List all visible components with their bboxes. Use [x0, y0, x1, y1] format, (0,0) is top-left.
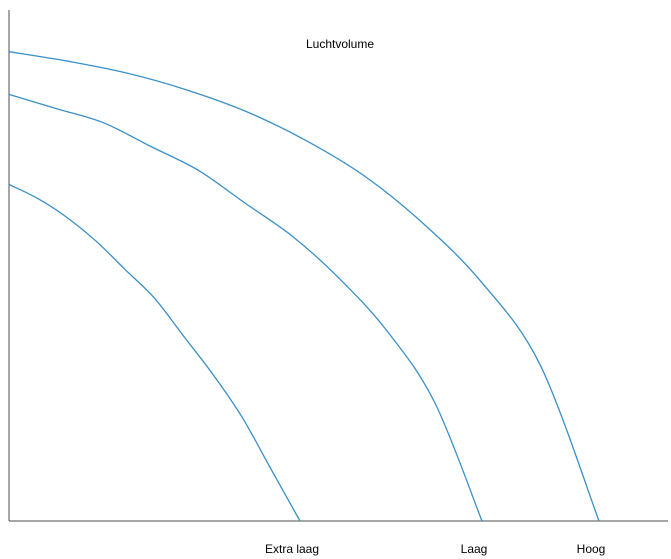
series-line-extra-laag: [8, 183, 301, 522]
series-label-hoog: Hoog: [577, 542, 606, 556]
series-line-laag: [8, 93, 483, 522]
series-labels: Extra laag Laag Hoog: [265, 542, 605, 556]
series-line-hoog: [8, 51, 600, 522]
chart-title: Luchtvolume: [306, 37, 374, 51]
series-lines: [8, 51, 600, 522]
series-label-laag: Laag: [461, 542, 488, 556]
series-label-extra-laag: Extra laag: [265, 542, 319, 556]
